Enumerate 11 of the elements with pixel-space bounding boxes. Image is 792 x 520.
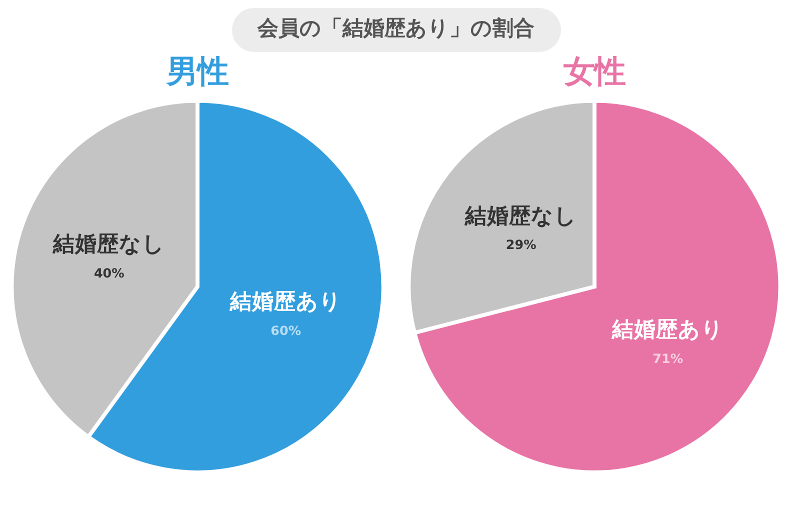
text: 会員の「結婚歴あり」の割合 <box>232 8 560 52</box>
data-label: 71% <box>652 351 684 366</box>
slice-label: 結婚歴なし <box>52 232 166 258</box>
data-label: 40% <box>94 265 125 280</box>
chart-title: 女性 <box>562 54 626 90</box>
slice-label: 結婚歴なし <box>464 204 578 229</box>
chart-title: 男性 <box>166 54 229 90</box>
slice-label: 結婚歴あり <box>228 289 342 314</box>
slice-label: 結婚歴あり <box>610 318 724 343</box>
data-label: 29% <box>506 237 537 252</box>
data-label: 60% <box>270 322 302 338</box>
